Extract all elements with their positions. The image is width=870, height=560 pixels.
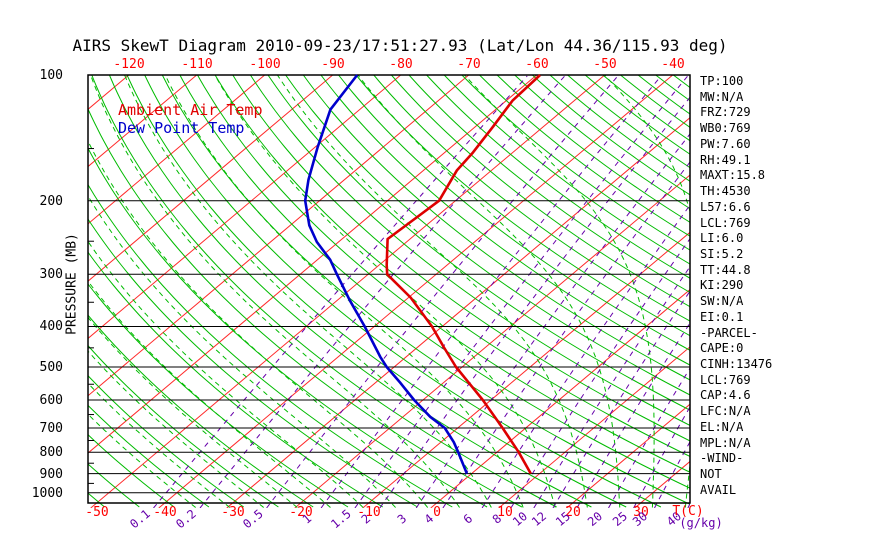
stats-line: AVAIL bbox=[700, 482, 737, 497]
stats-line: EL:N/A bbox=[700, 419, 744, 434]
stats-line: CAP:4.6 bbox=[700, 388, 751, 403]
stats-line: LI:6.0 bbox=[700, 231, 744, 246]
bottom-axis-tick: -10 bbox=[357, 505, 381, 520]
stats-line: SW:N/A bbox=[700, 294, 744, 309]
stats-line: PW:7.60 bbox=[700, 136, 751, 151]
pressure-axis-tick: 600 bbox=[39, 393, 63, 408]
background-reference-lines bbox=[88, 75, 690, 508]
pressure-axis: 100 200 300 400 500 600 700 800 900 1000 bbox=[20, 0, 63, 560]
stats-line: KI:290 bbox=[700, 278, 744, 293]
bottom-axis-tick: 30 bbox=[633, 505, 649, 520]
bottom-axis-tick: 0 bbox=[433, 505, 441, 520]
stats-line: LCL:769 bbox=[700, 215, 751, 230]
stats-line: TT:44.8 bbox=[700, 262, 751, 277]
stats-line: NOT bbox=[700, 467, 722, 481]
bottom-axis-tick: 20 bbox=[565, 505, 581, 520]
pressure-grid-and-frame bbox=[87, 74, 691, 504]
stats-line: LFC:N/A bbox=[700, 404, 751, 419]
top-axis-tick: -100 bbox=[249, 57, 281, 72]
stats-line: -PARCEL- bbox=[700, 325, 758, 340]
stats-line: CINH:13476 bbox=[700, 357, 773, 371]
top-axis-tick: -110 bbox=[181, 57, 213, 72]
stats-line: RH:49.1 bbox=[700, 152, 751, 167]
pressure-axis-title: PRESSURE (MB) bbox=[64, 233, 80, 335]
top-axis-tick: -50 bbox=[593, 57, 617, 72]
stats-line: MPL:N/A bbox=[700, 435, 751, 450]
pressure-axis-tick: 500 bbox=[39, 360, 63, 375]
dew-point-curve bbox=[303, 74, 469, 475]
stats-line: LCL:769 bbox=[700, 372, 751, 387]
pressure-axis-tick: 200 bbox=[39, 194, 63, 209]
chart-title: AIRS SkewT Diagram 2010-09-23/17:51:27.9… bbox=[72, 36, 728, 55]
top-axis-tick: -90 bbox=[321, 57, 345, 72]
bottom-axis-tick: -30 bbox=[221, 505, 245, 520]
stats-line: -WIND- bbox=[700, 451, 744, 466]
mixing-ratio-unit-label: (g/kg) bbox=[679, 516, 723, 530]
stats-line: L57:6.6 bbox=[700, 199, 751, 214]
stats-line: EI:0.1 bbox=[700, 309, 744, 324]
top-axis-tick: -60 bbox=[525, 57, 549, 72]
legend-ambient-temp-label: Ambient Air Temp bbox=[118, 101, 263, 119]
bottom-axis-tick: 10 bbox=[497, 505, 513, 520]
stats-line: FRZ:729 bbox=[700, 105, 751, 120]
stats-line: MAXT:15.8 bbox=[700, 168, 766, 183]
sounding-indices-panel: TP:100 MW:N/A FRZ:729 WB0:769 PW:7.60 RH:49.1… bbox=[700, 0, 868, 560]
stats-line: CAPE:0 bbox=[700, 341, 744, 356]
sounding-curves bbox=[303, 74, 541, 475]
legend-dew-point-label: Dew Point Temp bbox=[118, 119, 245, 137]
top-axis-tick: -120 bbox=[113, 57, 145, 72]
pressure-axis-tick: 400 bbox=[39, 319, 63, 334]
bottom-axis-tick: -20 bbox=[289, 505, 313, 520]
stats-line: SI:5.2 bbox=[700, 246, 744, 261]
pressure-axis-tick: 100 bbox=[39, 68, 63, 83]
pressure-axis-tick: 300 bbox=[39, 267, 63, 282]
ambient-temp-curve bbox=[385, 74, 541, 475]
top-axis-tick: -40 bbox=[661, 57, 685, 72]
top-axis-tick: -80 bbox=[389, 57, 413, 72]
stats-line: TH:4530 bbox=[700, 184, 751, 198]
pressure-axis-tick: 1000 bbox=[31, 486, 63, 501]
stats-line: WB0:769 bbox=[700, 121, 751, 136]
pressure-axis-tick: 800 bbox=[39, 445, 63, 460]
stats-line: MW:N/A bbox=[700, 89, 744, 104]
temperature-unit-label: T(C) bbox=[672, 504, 704, 519]
pressure-axis-tick: 900 bbox=[39, 467, 63, 482]
bottom-axis-tick: -40 bbox=[153, 505, 177, 520]
bottom-axis-tick: -50 bbox=[85, 505, 109, 520]
top-axis-tick: -70 bbox=[457, 57, 481, 72]
pressure-axis-tick: 700 bbox=[39, 421, 63, 436]
stats-line: TP:100 bbox=[700, 74, 744, 88]
